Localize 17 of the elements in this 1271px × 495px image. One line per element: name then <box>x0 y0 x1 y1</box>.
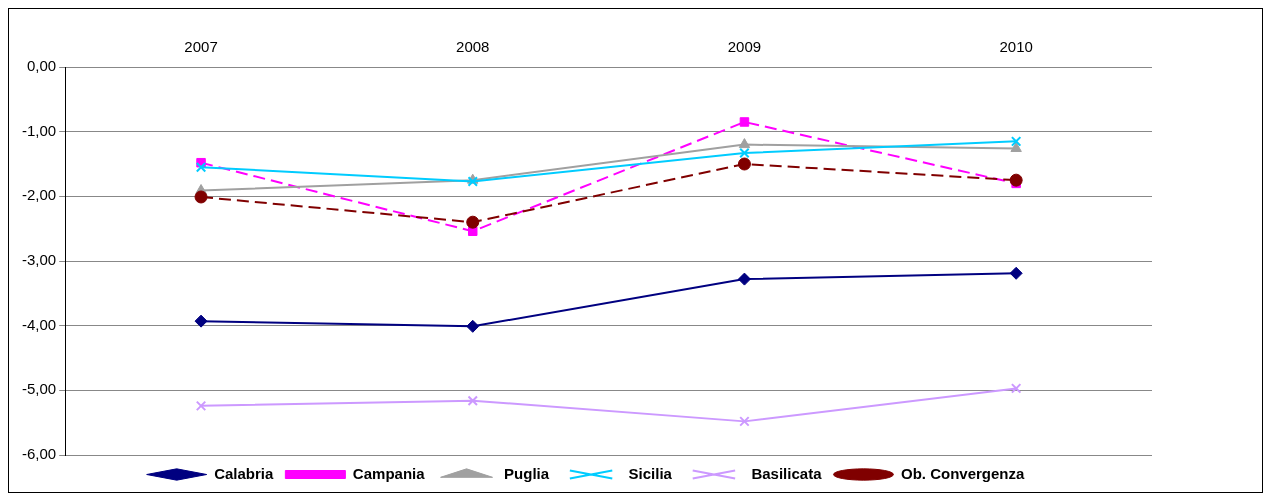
legend-label: Sicilia <box>628 464 673 482</box>
y-tick-label: -2,00 <box>21 186 57 204</box>
legend-label: Campania <box>352 464 426 482</box>
x-tick-label: 2010 <box>999 38 1033 56</box>
x-tick-label: 2009 <box>727 38 762 56</box>
y-tick-label: -6,00 <box>21 445 57 463</box>
x-tick-label: 2007 <box>184 38 218 56</box>
y-tick-label: -3,00 <box>21 251 57 269</box>
x-tick-label: 2008 <box>456 38 490 56</box>
legend-label: Calabria <box>214 464 275 482</box>
y-tick-label: 0,00 <box>26 57 57 75</box>
legend-label: Basilicata <box>751 464 823 482</box>
legend-label: Ob. Convergenza <box>900 464 1025 482</box>
y-tick-label: -4,00 <box>21 315 57 333</box>
y-tick-label: -1,00 <box>21 121 57 139</box>
y-tick-label: -5,00 <box>21 380 57 398</box>
legend-label: Puglia <box>504 464 550 482</box>
